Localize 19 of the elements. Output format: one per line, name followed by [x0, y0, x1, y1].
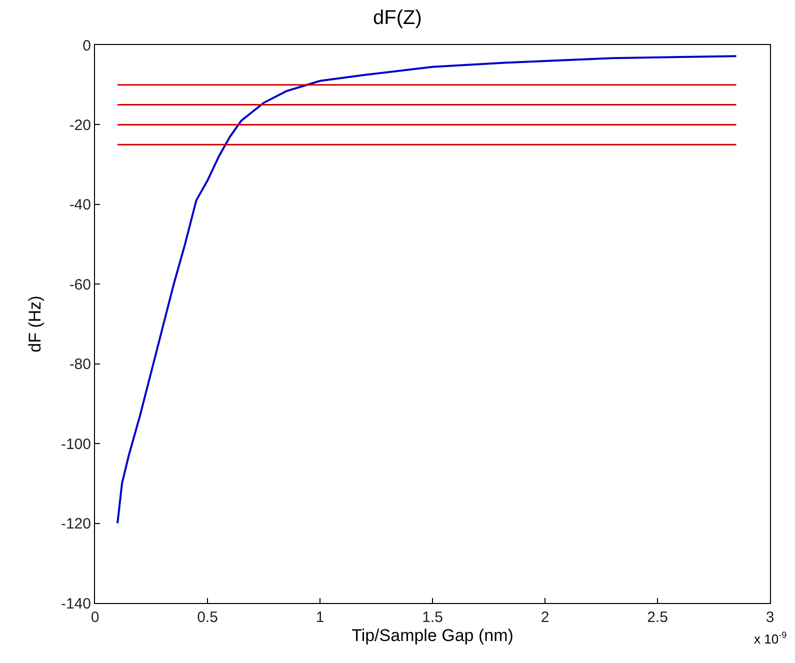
x-tick-label: 0.5 [197, 609, 218, 626]
y-tick-label: -20 [69, 116, 91, 134]
line-series [116, 55, 738, 524]
chart-title: dF(Z) [373, 6, 422, 29]
y-tick-label: -100 [60, 436, 91, 453]
y-tick-label: -80 [69, 356, 91, 374]
text: x 10$^{-9}$ [754, 630, 787, 646]
x-tick-label: 1 [316, 609, 324, 626]
y-tick-label: -40 [69, 196, 91, 214]
y-tick-label: -60 [69, 276, 91, 294]
x-tick-label: 1.5 [422, 609, 443, 626]
x-tick-label: 3 [766, 609, 774, 626]
x-tick-label: 2 [540, 609, 550, 626]
y-tick-label: 0 [82, 37, 91, 54]
y-tick-label: -120 [60, 516, 91, 533]
y-axis-title: dF (Hz) [26, 296, 45, 352]
x-tick-label: 2.5 [647, 609, 668, 626]
x-axis-title: Tip/Sample Gap (nm) [352, 626, 514, 645]
y-tick-label: -140 [60, 595, 91, 612]
